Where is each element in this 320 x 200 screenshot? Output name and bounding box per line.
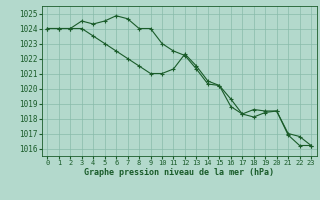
X-axis label: Graphe pression niveau de la mer (hPa): Graphe pression niveau de la mer (hPa)	[84, 168, 274, 177]
